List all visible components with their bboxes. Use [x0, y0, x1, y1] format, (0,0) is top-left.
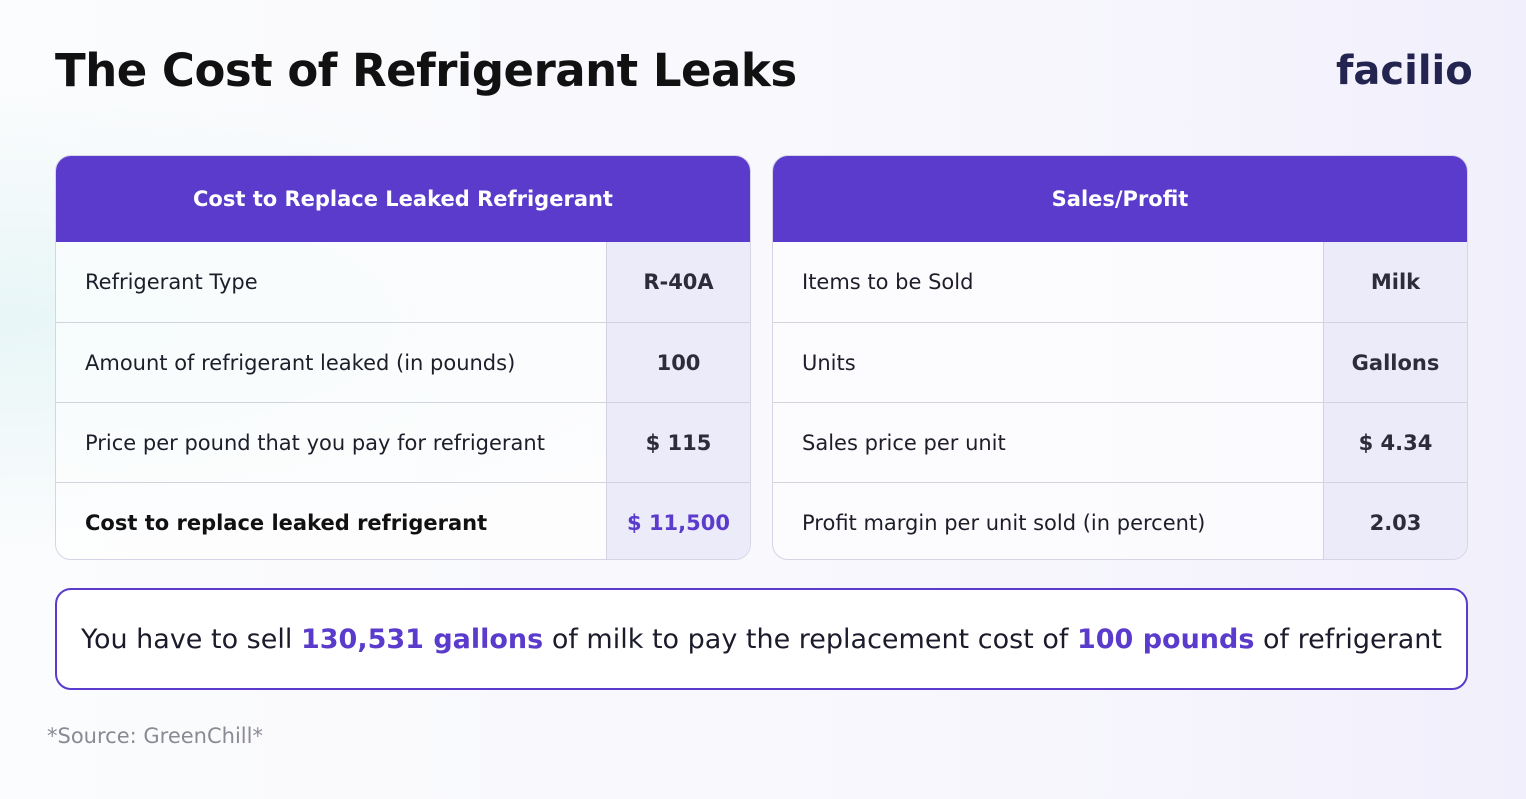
table-row: Items to be Sold Milk	[773, 242, 1467, 322]
summary-banner: You have to sell 130,531 gallons of milk…	[55, 588, 1468, 690]
sales-profit-table: Sales/Profit Items to be Sold Milk Units G…	[772, 155, 1468, 560]
row-value: $ 115	[606, 403, 750, 482]
row-label: Cost to replace leaked refrigerant	[85, 510, 488, 535]
row-value: Milk	[1323, 242, 1467, 322]
banner-highlight-pounds: 100 pounds	[1076, 623, 1255, 655]
refrigerant-cost-table: Cost to Replace Leaked Refrigerant Refri…	[55, 155, 751, 560]
table-row: Sales price per unit $ 4.34	[773, 402, 1467, 482]
banner-text: of refrigerant	[1254, 623, 1442, 655]
table-header: Sales/Profit	[773, 156, 1467, 242]
row-value: 100	[606, 323, 750, 402]
row-value: 2.03	[1323, 483, 1467, 559]
table-row: Refrigerant Type R-40A	[56, 242, 750, 322]
row-label: Items to be Sold	[802, 270, 974, 294]
row-label: Refrigerant Type	[85, 270, 258, 294]
row-value: $ 4.34	[1323, 403, 1467, 482]
banner-text: You have to sell	[81, 623, 301, 655]
table-row-total: Cost to replace leaked refrigerant $ 11,5…	[56, 482, 750, 559]
banner-text: of milk to pay the replacement cost of	[543, 623, 1077, 655]
table-row: Amount of refrigerant leaked (in pounds)…	[56, 322, 750, 402]
row-value: $ 11,500	[606, 483, 750, 559]
table-header: Cost to Replace Leaked Refrigerant	[56, 156, 750, 242]
page-title: The Cost of Refrigerant Leaks	[55, 44, 797, 97]
row-label: Price per pound that you pay for refrige…	[85, 430, 545, 455]
table-row: Profit margin per unit sold (in percent)…	[773, 482, 1467, 559]
row-label: Amount of refrigerant leaked (in pounds)	[85, 350, 516, 375]
row-value: R-40A	[606, 242, 750, 322]
row-label: Profit margin per unit sold (in percent)	[802, 510, 1206, 535]
source-note: *Source: GreenChill*	[47, 724, 263, 748]
facilio-logo: facilio	[1336, 48, 1473, 94]
table-row: Units Gallons	[773, 322, 1467, 402]
banner-highlight-gallons: 130,531 gallons	[300, 623, 544, 655]
row-value: Gallons	[1323, 323, 1467, 402]
row-label: Sales price per unit	[802, 430, 1006, 455]
table-row: Price per pound that you pay for refrige…	[56, 402, 750, 482]
row-label: Units	[802, 350, 856, 375]
